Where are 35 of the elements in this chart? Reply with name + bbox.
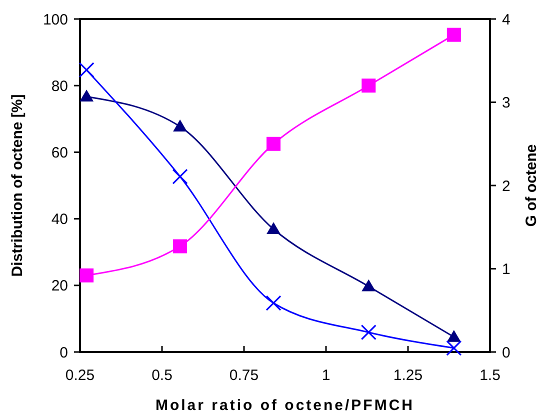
point <box>173 120 188 132</box>
point <box>78 62 94 78</box>
point <box>446 340 462 356</box>
point <box>362 279 376 292</box>
y-tick-label: 20 <box>51 278 68 295</box>
point <box>360 324 376 340</box>
y2-tick-label: 2 <box>502 178 510 195</box>
x-tick-label: 1.25 <box>393 367 423 384</box>
point <box>266 295 282 311</box>
point <box>446 28 461 42</box>
y2-tick-label: 1 <box>502 261 510 278</box>
y-tick-label: 60 <box>51 144 68 162</box>
y2-tick-label: 4 <box>502 11 510 28</box>
y2-tick-label: 3 <box>502 94 510 112</box>
x-tick-label: 0.75 <box>229 367 259 384</box>
x-tick-label: 1.5 <box>480 367 500 384</box>
y-tick-label: 100 <box>42 11 68 28</box>
point <box>172 168 188 184</box>
point <box>362 78 376 93</box>
point <box>266 222 281 234</box>
y-tick-label: 80 <box>51 78 68 95</box>
y2-axis-title: G of octene <box>523 144 540 227</box>
point <box>446 330 461 342</box>
x-tick-label: 1 <box>322 367 330 384</box>
y-tick-label: 40 <box>51 211 68 228</box>
y2-tick-label: 0 <box>502 344 510 362</box>
point <box>173 239 188 254</box>
point <box>80 268 94 282</box>
y-tick-label: 0 <box>60 344 68 362</box>
x-tick-label: 0.5 <box>152 367 172 384</box>
x-axis-title: Molar ratio of octene/PFMCH <box>155 397 415 414</box>
y-axis-title: Distribution of octene [%] <box>9 94 26 277</box>
point <box>266 136 281 151</box>
x-tick-label: 0.25 <box>65 367 95 384</box>
point <box>80 90 94 102</box>
